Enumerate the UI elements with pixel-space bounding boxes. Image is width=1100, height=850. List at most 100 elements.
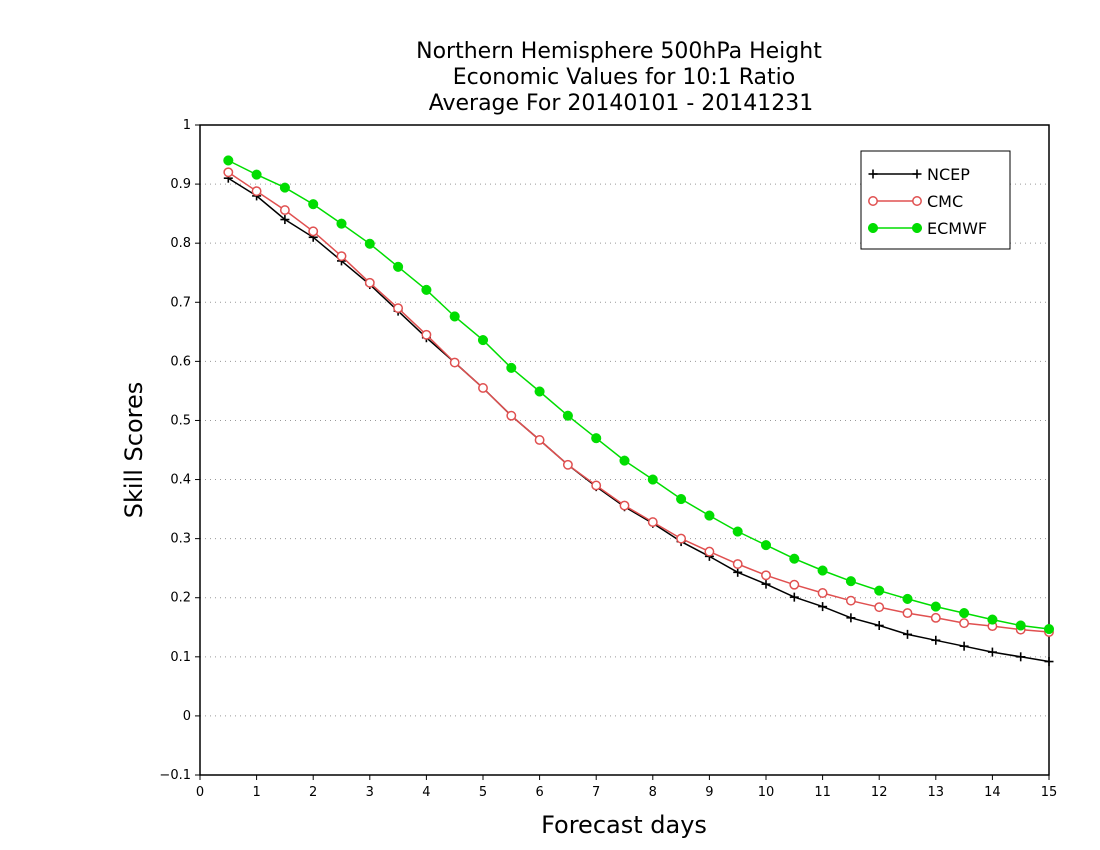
- title-line-2: Economic Values for 10:1 Ratio: [453, 65, 795, 90]
- data-point: [789, 579, 800, 590]
- data-point: [760, 540, 772, 551]
- legend-item-ncep: NCEP: [868, 165, 970, 184]
- x-tick-label: 4: [422, 785, 430, 800]
- data-point: [761, 579, 771, 589]
- y-tick-label: 0.1: [170, 650, 191, 665]
- y-tick-label: 0.6: [170, 354, 191, 369]
- data-point: [279, 182, 290, 193]
- chart-title: Northern Hemisphere 500hPa Height Econom…: [416, 39, 822, 116]
- x-tick-label: 2: [309, 785, 317, 800]
- data-point: [987, 614, 998, 625]
- data-point: [1043, 623, 1055, 635]
- data-point: [732, 526, 743, 537]
- x-tick-label: 1: [252, 785, 260, 800]
- data-point: [1015, 620, 1026, 631]
- x-tick-label: 15: [1041, 785, 1058, 800]
- series-ecmwf: [223, 155, 1055, 635]
- data-point: [534, 386, 545, 397]
- legend-label: ECMWF: [927, 219, 987, 238]
- data-point: [704, 510, 715, 521]
- legend-label: NCEP: [927, 165, 970, 184]
- data-point: [449, 357, 460, 368]
- data-point: [449, 311, 460, 322]
- y-axis: −0.1 0 0.1 0.2 0.3 0.4 0.5 0.6 0.7 0.8 0.9 1: [159, 118, 200, 783]
- y-tick-label: 0.7: [170, 295, 191, 310]
- data-point: [562, 459, 573, 470]
- y-axis-title: Skill Scores: [120, 382, 148, 519]
- data-point: [364, 238, 375, 249]
- data-point: [336, 218, 347, 229]
- data-point: [846, 613, 856, 623]
- y-tick-label: 0.5: [170, 413, 191, 428]
- x-tick-label: 9: [705, 785, 713, 800]
- data-point: [874, 585, 885, 596]
- y-tick-label: 0.9: [170, 177, 191, 192]
- data-point: [506, 362, 517, 373]
- y-tick-label: 0.3: [170, 532, 191, 547]
- y-tick-label: 0.8: [170, 236, 191, 251]
- y-tick-label: 0.2: [170, 591, 191, 606]
- data-point: [393, 303, 404, 314]
- data-point: [591, 433, 602, 444]
- series-layer: [223, 155, 1055, 667]
- title-line-1: Northern Hemisphere 500hPa Height: [416, 39, 822, 64]
- data-point: [902, 608, 913, 619]
- data-point: [647, 474, 658, 485]
- data-point: [959, 608, 970, 619]
- x-tick-label: 14: [984, 785, 1001, 800]
- data-point: [868, 169, 878, 179]
- data-point: [223, 155, 234, 166]
- data-point: [732, 559, 743, 569]
- x-tick-label: 10: [758, 785, 775, 800]
- data-point: [1044, 657, 1054, 667]
- data-point: [1016, 652, 1026, 662]
- x-tick-label: 12: [871, 785, 888, 800]
- data-point: [874, 621, 884, 630]
- x-tick-label: 3: [366, 785, 374, 800]
- data-point: [911, 222, 923, 234]
- data-point: [789, 592, 799, 602]
- data-point: [867, 222, 879, 234]
- data-point: [619, 455, 630, 466]
- x-tick-label: 8: [649, 785, 657, 800]
- data-point: [421, 284, 432, 295]
- title-line-3: Average For 20140101 - 20141231: [429, 91, 814, 116]
- data-point: [477, 335, 489, 346]
- data-point: [308, 199, 319, 210]
- data-point: [818, 602, 828, 612]
- data-point: [591, 480, 602, 491]
- data-point: [930, 612, 941, 623]
- data-point: [959, 641, 969, 651]
- data-point: [619, 500, 630, 511]
- data-point: [251, 169, 262, 180]
- legend-box: [860, 150, 1011, 250]
- data-point: [987, 647, 997, 657]
- data-point: [704, 546, 715, 557]
- data-point: [280, 215, 290, 225]
- data-point: [534, 435, 545, 445]
- legend-item-cmc: CMC: [868, 192, 963, 211]
- data-point: [761, 570, 771, 581]
- data-point: [868, 196, 878, 206]
- data-point: [845, 576, 856, 587]
- data-point: [279, 205, 290, 216]
- x-tick-label: 7: [592, 785, 600, 800]
- data-point: [676, 493, 687, 505]
- data-point: [912, 169, 922, 179]
- data-point: [421, 329, 432, 340]
- y-tick-label: 0.4: [170, 473, 191, 488]
- data-point: [912, 196, 922, 206]
- legend: NCEP CMC ECMWF: [860, 150, 1011, 250]
- data-point: [251, 186, 262, 197]
- data-point: [733, 567, 743, 577]
- x-axis: 0 1 2 3 4 5 6 7 8 9 10 11 12 13 14 15: [196, 775, 1057, 800]
- legend-item-ecmwf: ECMWF: [867, 219, 987, 238]
- x-tick-label: 6: [535, 785, 543, 800]
- x-tick-label: 11: [814, 785, 831, 800]
- data-point: [478, 383, 488, 393]
- data-point: [930, 601, 941, 612]
- data-point: [817, 588, 828, 598]
- data-point: [959, 618, 970, 629]
- data-point: [902, 593, 913, 604]
